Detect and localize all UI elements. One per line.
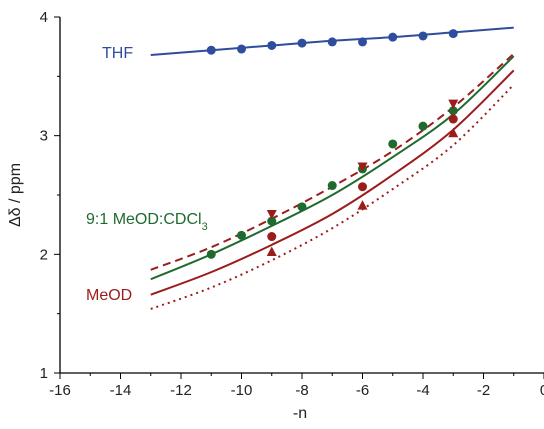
x-tick-label: -12 — [170, 382, 192, 399]
data-point-thf — [297, 38, 307, 48]
data-point-meod-triangles-down — [357, 162, 368, 173]
series-label-meod-cdcl3: 9:1 MeOD:CDCl3 — [86, 211, 208, 233]
x-tick-label: -10 — [231, 382, 253, 399]
data-point-meod-cdcl3 — [267, 216, 277, 226]
fit-lines — [150, 26, 515, 310]
x-tick-label: -16 — [49, 382, 71, 399]
x-tick-label: -14 — [110, 382, 132, 399]
data-point-thf — [448, 29, 458, 39]
fit-line-meod-cdcl3 — [150, 55, 515, 281]
data-point-meod-cdcl3 — [327, 181, 337, 191]
x-tick-label: 0 — [540, 382, 544, 399]
data-point-thf — [358, 37, 367, 47]
data-point-meod-triangles-up — [448, 127, 459, 138]
y-tick-label: 4 — [40, 9, 48, 26]
labels: -n Δδ / ppm THF 9:1 MeOD:CDCl3 MeOD — [7, 45, 307, 422]
data-point-meod-cdcl3 — [388, 139, 398, 149]
data-point-thf — [206, 45, 216, 55]
x-axis-title: -n — [293, 405, 307, 422]
y-tick-label: 1 — [40, 365, 48, 382]
fit-line-meod-triangles-down — [150, 53, 515, 271]
y-axis-title: Δδ / ppm — [7, 163, 24, 227]
y-tick-label: 3 — [40, 128, 48, 145]
x-tick-label: -8 — [295, 382, 308, 399]
data-point-meod-triangles-down — [266, 209, 277, 220]
x-tick-label: -6 — [356, 382, 369, 399]
data-point-thf — [327, 37, 337, 47]
data-point-meod-circles — [358, 182, 367, 192]
data-point-meod-cdcl3 — [448, 106, 458, 116]
data-point-meod-triangles-down — [448, 99, 459, 110]
x-tick-label: -4 — [416, 382, 429, 399]
data-point-thf — [388, 32, 398, 42]
data-point-meod-cdcl3 — [297, 202, 307, 212]
axes — [59, 17, 544, 374]
data-point-meod-circles — [448, 114, 458, 124]
data-point-thf — [418, 31, 428, 41]
x-tick-label: -2 — [477, 382, 490, 399]
data-point-meod-cdcl3 — [418, 121, 428, 131]
data-point-meod-cdcl3 — [237, 230, 246, 240]
y-tick-label: 2 — [40, 246, 48, 263]
ticks: -16 -14 -12 -10 -8 -6 -4 -2 0 1 2 3 4 — [40, 9, 544, 399]
data-point-thf — [237, 44, 246, 54]
series-label-meod-cdcl3-main: 9:1 MeOD:CDCl — [86, 211, 202, 228]
data-point-meod-cdcl3 — [206, 249, 216, 259]
data-point-meod-circles — [267, 232, 277, 242]
fit-line-meod-triangles-up — [150, 83, 515, 310]
data-point-thf — [267, 40, 277, 50]
series-label-meod-cdcl3-subscript: 3 — [202, 221, 208, 233]
data-markers — [206, 29, 459, 259]
series-label-thf: THF — [102, 45, 133, 62]
series-label-meod: MeOD — [86, 287, 132, 304]
data-point-meod-triangles-up — [357, 200, 368, 210]
data-point-meod-triangles-up — [266, 246, 277, 256]
